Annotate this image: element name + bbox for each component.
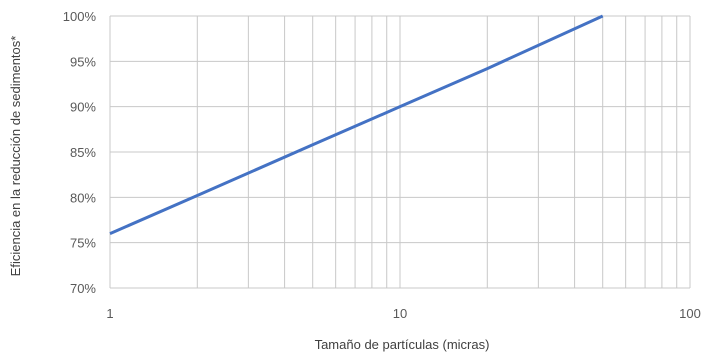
y-tick-label: 75% — [70, 236, 96, 251]
y-tick-labels: 70% 75% 80% 85% 90% 95% 100% — [63, 9, 97, 296]
y-tick-label: 70% — [70, 281, 96, 296]
y-tick-label: 85% — [70, 145, 96, 160]
x-tick-label: 100 — [679, 306, 701, 321]
series-layer — [109, 14, 604, 235]
x-tick-labels: 1 10 100 — [106, 306, 700, 321]
y-tick-label: 100% — [63, 9, 97, 24]
grid-lines — [109, 15, 691, 289]
y-tick-label: 95% — [70, 54, 96, 69]
x-axis-title: Tamaño de partículas (micras) — [315, 337, 490, 352]
y-axis-title: Eficiencia en la reducción de sedimentos… — [8, 36, 23, 277]
x-tick-label: 1 — [106, 306, 113, 321]
series-line — [109, 14, 604, 235]
x-tick-label: 10 — [393, 306, 407, 321]
y-tick-label: 80% — [70, 190, 96, 205]
y-tick-label: 90% — [70, 100, 96, 115]
